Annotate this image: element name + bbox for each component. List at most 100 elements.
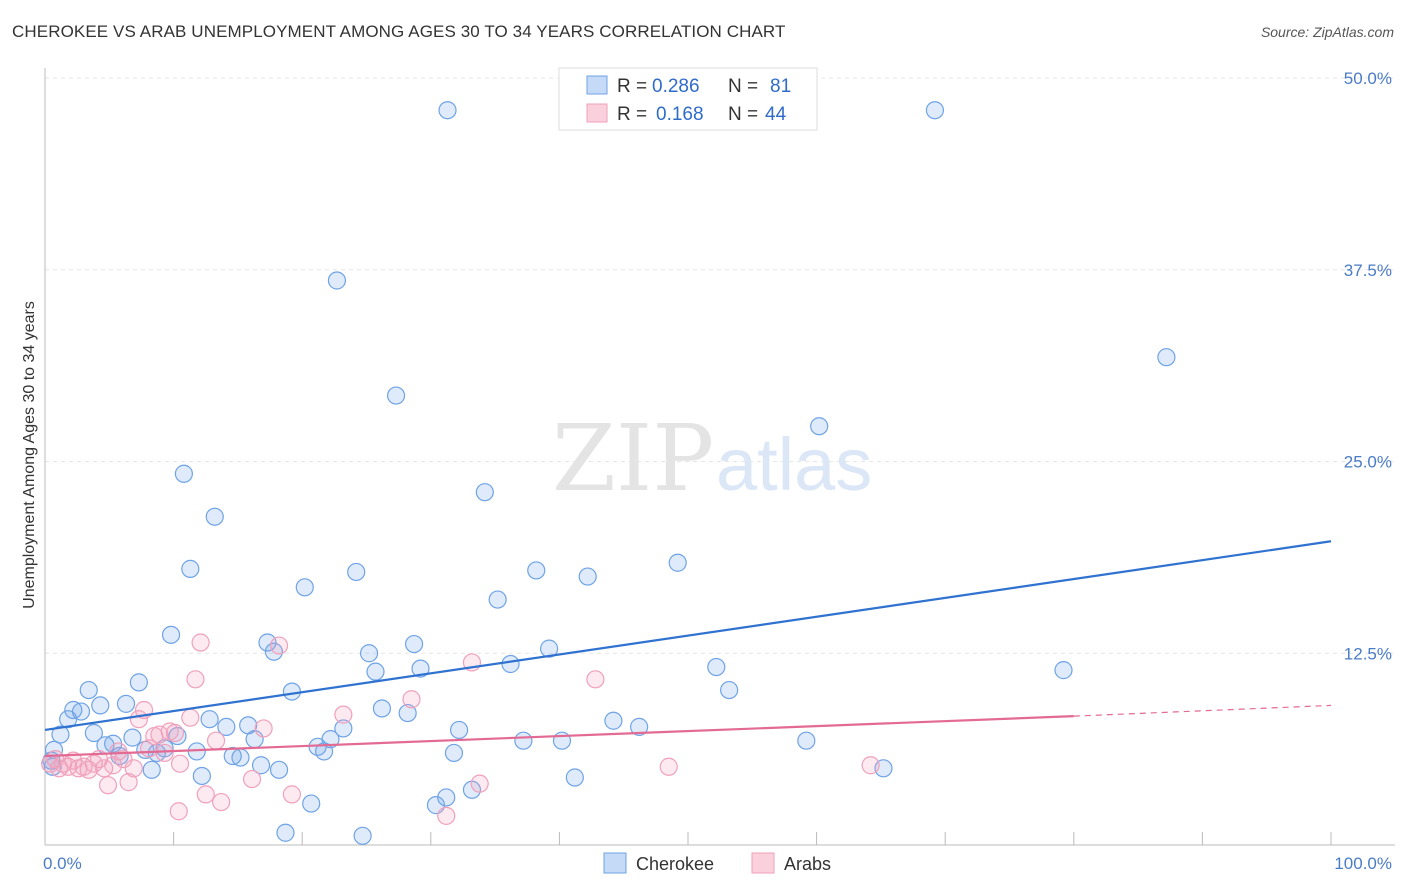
arab-point <box>334 705 353 724</box>
cherokee-point <box>71 702 91 721</box>
arab-point <box>470 774 489 793</box>
arab-point <box>659 757 678 776</box>
arab-point <box>74 757 93 776</box>
cherokee-point <box>282 682 302 701</box>
legend-r-label: R = <box>617 104 647 125</box>
arab-point <box>119 773 138 792</box>
cherokee-point <box>327 271 347 290</box>
cherokee-point <box>251 756 271 775</box>
gridlines <box>45 77 1395 654</box>
cherokee-point <box>707 657 726 677</box>
arab-point <box>170 754 190 773</box>
cherokee-point <box>372 699 392 718</box>
cherokee-point <box>205 507 224 526</box>
cherokee-point <box>79 680 98 700</box>
arab-point <box>196 785 215 804</box>
cherokee-point <box>1157 348 1176 367</box>
cherokee-point <box>161 625 181 644</box>
arab-point <box>186 670 205 689</box>
cherokee-point <box>437 788 456 807</box>
cherokee-point <box>366 662 385 681</box>
cherokee-point <box>411 659 430 678</box>
cherokee-point <box>91 696 110 715</box>
tick-labels: 12.5% 25.0% 37.5% 50.0% 0.0% 100.0% <box>43 69 1392 873</box>
cherokee-point <box>501 654 520 674</box>
legend-swatch-arabs <box>586 103 608 123</box>
arab-point <box>437 806 456 825</box>
legend-n-label: N = <box>728 104 758 125</box>
y-tick-label: 50.0% <box>1344 69 1392 88</box>
cherokee-trend-line <box>44 540 1332 732</box>
arab-point <box>165 723 184 743</box>
cherokee-point <box>514 731 533 750</box>
cherokee-point <box>444 743 464 763</box>
cherokee-point <box>475 483 494 502</box>
arab-point <box>98 776 118 795</box>
cherokee-point <box>540 639 559 658</box>
cherokee-point <box>347 562 366 582</box>
axes <box>44 68 1395 846</box>
bottom-legend-cherokee: Cherokee <box>636 854 714 874</box>
arab-point <box>242 769 262 789</box>
cherokee-point <box>295 578 314 597</box>
cherokee-point <box>116 694 136 713</box>
cherokee-point <box>488 590 507 609</box>
y-tick-label: 37.5% <box>1344 261 1392 280</box>
cherokee-point <box>925 101 945 120</box>
cherokee-point <box>129 673 148 692</box>
arab-point <box>155 743 174 763</box>
arab-point <box>861 756 880 775</box>
cherokee-point <box>174 464 193 483</box>
cherokee-point <box>192 766 211 786</box>
legend-n-value: 44 <box>765 104 787 125</box>
cherokee-point <box>181 559 200 578</box>
legend-r-label: R = <box>617 76 647 97</box>
arab-point <box>586 670 605 689</box>
bottom-legend: Cherokee Arabs <box>603 852 831 874</box>
cherokee-point <box>1054 661 1073 680</box>
watermark: ZIP atlas <box>552 405 872 512</box>
cherokee-point <box>321 730 340 749</box>
legend: R = 0.286 N = 81 R = 0.168 N = 44 <box>558 67 818 131</box>
arab-trend-line <box>44 715 1074 758</box>
x-tick-label: 100.0% <box>1334 854 1392 873</box>
cherokee-point <box>302 794 321 813</box>
cherokee-point <box>258 633 277 652</box>
cherokee-point <box>142 760 161 779</box>
cherokee-point <box>527 561 546 580</box>
cherokee-point <box>223 746 242 766</box>
cherokee-point <box>398 703 417 723</box>
arab-point <box>104 756 123 775</box>
cherokee-points <box>42 101 1176 845</box>
source-label: Source: ZipAtlas.com <box>1260 24 1394 40</box>
arab-point <box>282 785 302 804</box>
cherokee-point <box>630 717 649 736</box>
legend-n-value: 81 <box>770 76 791 97</box>
cherokee-point <box>810 417 829 436</box>
arab-point <box>254 719 273 738</box>
arab-point <box>169 802 188 821</box>
arab-point <box>191 633 210 652</box>
cherokee-point <box>231 748 250 767</box>
cherokee-point <box>565 768 584 787</box>
cherokee-point <box>269 760 289 779</box>
arab-point <box>212 792 231 812</box>
cherokee-point <box>123 728 142 747</box>
y-axis-label: Unemployment Among Ages 30 to 34 years <box>21 301 38 609</box>
cherokee-point <box>797 731 816 750</box>
cherokee-point <box>578 567 597 586</box>
cherokee-point <box>44 740 64 759</box>
arab-point <box>402 690 421 709</box>
bottom-legend-swatch-arabs <box>751 852 775 874</box>
cherokee-point <box>438 101 457 120</box>
arab-point <box>150 725 169 744</box>
cherokee-point <box>404 634 424 654</box>
chart-title: CHEROKEE VS ARAB UNEMPLOYMENT AMONG AGES… <box>12 22 786 41</box>
legend-r-value: 0.286 <box>652 76 700 97</box>
cherokee-point <box>386 386 406 405</box>
legend-r-value: 0.168 <box>656 104 704 125</box>
arab-point <box>206 731 226 750</box>
cherokee-point <box>668 553 687 572</box>
legend-n-label: N = <box>728 76 758 97</box>
